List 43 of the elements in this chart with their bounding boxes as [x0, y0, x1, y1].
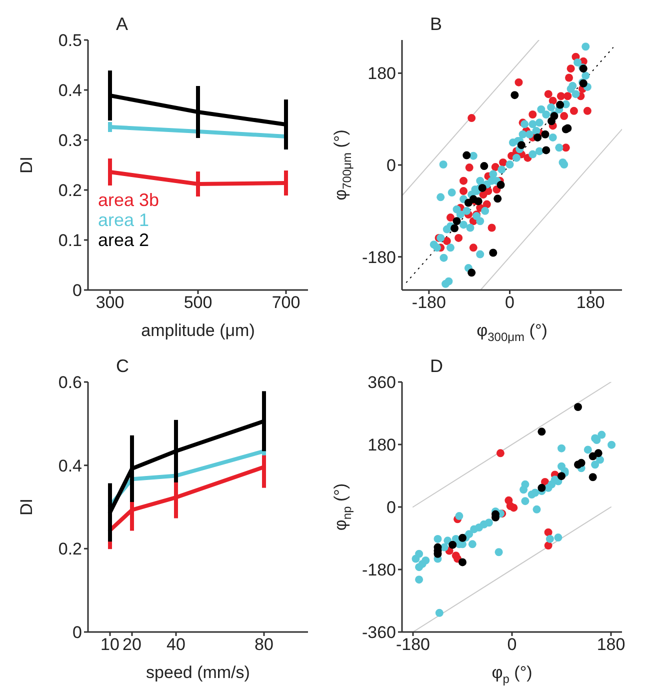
- chart-title: B: [430, 14, 442, 35]
- y-tick-label: 0.2: [58, 540, 82, 559]
- x-axis-title: φ$_{p}$ (°): [492, 663, 532, 686]
- y-tick-label: 0.4: [58, 81, 82, 100]
- x-tick-label: 80: [254, 635, 274, 654]
- x-axis-title: amplitude (μm): [141, 321, 255, 340]
- y-tick-label: -180: [362, 248, 396, 267]
- x-tick-label: 700: [272, 293, 300, 312]
- x-tick-label: 180: [576, 293, 605, 312]
- y-tick-label: 0: [72, 281, 82, 300]
- x-axis-title: speed (mm/s): [146, 663, 250, 682]
- x-tick-label: 180: [596, 635, 626, 654]
- y-tick-label: 0.5: [58, 31, 82, 50]
- x-tick-label: 20: [122, 635, 142, 654]
- y-axis-title: DI: [17, 498, 36, 516]
- chart-title: C: [116, 356, 129, 377]
- x-tick-label: 500: [184, 293, 212, 312]
- y-tick-label: 0.6: [58, 373, 82, 392]
- y-tick-label: 0: [386, 498, 396, 518]
- y-tick-label: 360: [368, 373, 396, 392]
- x-tick-label: 0: [507, 635, 517, 654]
- x-tick-label: 0: [505, 293, 514, 312]
- x-axis-title: φ$_{300μm}$ (°): [476, 321, 548, 344]
- x-tick-label: 40: [166, 635, 186, 654]
- y-tick-label: 0: [72, 623, 82, 642]
- y-tick-label: 180: [368, 64, 396, 84]
- text: area 1: [98, 210, 150, 230]
- y-tick-label: 0: [386, 156, 396, 176]
- text: area 2: [98, 230, 150, 250]
- y-tick-label: 180: [368, 436, 396, 455]
- y-tick-label: 0.2: [58, 181, 82, 200]
- y-tick-label: -360: [362, 623, 396, 642]
- y-axis-title: DI: [17, 156, 36, 174]
- y-tick-label: 0.1: [58, 231, 82, 250]
- series-label: area 3b: [98, 190, 160, 210]
- chart-title: D: [430, 356, 443, 377]
- y-tick-label: 0.4: [58, 456, 82, 476]
- x-tick-label: 300: [96, 293, 124, 312]
- y-tick-label: 0.3: [58, 131, 82, 150]
- x-tick-label: -180: [412, 293, 446, 312]
- chart-title: A: [116, 14, 128, 35]
- x-tick-label: 10: [100, 635, 120, 654]
- y-tick-label: -180: [362, 560, 396, 580]
